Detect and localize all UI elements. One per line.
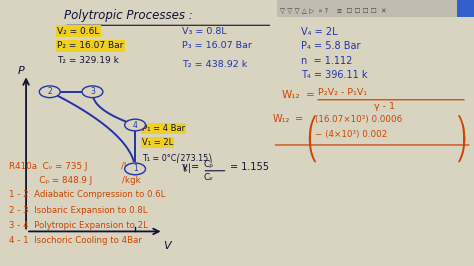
Text: 4: 4 [133,120,137,130]
Text: 4 - 1  Isochoric Cooling to 4Bar: 4 - 1 Isochoric Cooling to 4Bar [9,236,142,246]
Text: n  = 1.112: n = 1.112 [301,56,352,66]
Text: (16.07×10³) 0.0006: (16.07×10³) 0.0006 [315,115,402,124]
Circle shape [125,119,146,131]
Text: V₄ = 2L: V₄ = 2L [301,27,337,37]
Circle shape [125,163,146,175]
Text: W₁₂: W₁₂ [273,114,290,124]
Text: P: P [18,66,25,77]
Text: T₂ = 438.92 k: T₂ = 438.92 k [182,60,248,69]
Text: V: V [164,241,171,251]
Text: /kgk: /kgk [121,162,139,171]
Text: γ =: γ = [182,162,200,172]
Text: T₂ = 329.19 k: T₂ = 329.19 k [57,56,119,65]
Text: P₂ = 16.07 Bar: P₂ = 16.07 Bar [57,41,123,50]
Bar [277,0,474,17]
Text: /kgk: /kgk [122,176,141,185]
Text: ⎝: ⎝ [306,137,317,163]
Text: 1: 1 [133,164,137,173]
Text: W₁₂: W₁₂ [282,90,301,101]
Text: P₁ = 4 Bar: P₁ = 4 Bar [142,124,185,133]
Text: T₄ = 396.11 k: T₄ = 396.11 k [301,70,367,81]
Text: V₃ = 0.8L: V₃ = 0.8L [182,27,227,36]
Text: 2 - 3  Isobaric Expansion to 0.8L: 2 - 3 Isobaric Expansion to 0.8L [9,206,148,215]
Text: Cₚ = 848.9 J: Cₚ = 848.9 J [9,176,92,185]
Text: V₁ = 2L: V₁ = 2L [142,138,173,147]
Text: Polytropic Processes :: Polytropic Processes : [64,9,193,22]
Circle shape [39,86,60,98]
Text: ⎞: ⎞ [455,116,466,142]
Text: ⎠: ⎠ [455,137,466,163]
Text: k⎟: k⎟ [182,164,191,173]
Circle shape [82,86,103,98]
Text: T₁ = 0°C⎛273.15⎞: T₁ = 0°C⎛273.15⎞ [142,153,212,163]
Text: 3: 3 [90,87,95,96]
Text: ▽ ▽ ▽ △ ▷  » ?    ≡  ☐ ☐ ☐ ☐  ✕: ▽ ▽ ▽ △ ▷ » ? ≡ ☐ ☐ ☐ ☐ ✕ [280,7,386,13]
Text: P₃ = 16.07 Bar: P₃ = 16.07 Bar [182,41,252,50]
Text: γ - 1: γ - 1 [374,102,395,111]
Text: Cₚ: Cₚ [204,160,214,169]
Text: 1 - 2  Adiabatic Compression to 0.6L: 1 - 2 Adiabatic Compression to 0.6L [9,190,166,199]
Text: = 1.155: = 1.155 [230,162,269,172]
Text: V₂ = 0.6L: V₂ = 0.6L [57,27,99,36]
Text: Cᵥ: Cᵥ [204,173,214,182]
Text: − (4×10³) 0.002: − (4×10³) 0.002 [315,130,387,139]
Text: ⎛: ⎛ [306,116,317,142]
Text: 3 - 4  Polytropic Expansion to 2L: 3 - 4 Polytropic Expansion to 2L [9,221,148,230]
Text: P₂V₂ - P₁V₁: P₂V₂ - P₁V₁ [318,88,367,97]
Text: R410a  Cᵥ = 735 J: R410a Cᵥ = 735 J [9,162,88,171]
Text: =: = [306,90,314,101]
Text: P₄ = 5.8 Bar: P₄ = 5.8 Bar [301,41,361,51]
Text: =: = [295,114,303,124]
Text: 2: 2 [47,87,52,96]
Bar [457,0,474,17]
